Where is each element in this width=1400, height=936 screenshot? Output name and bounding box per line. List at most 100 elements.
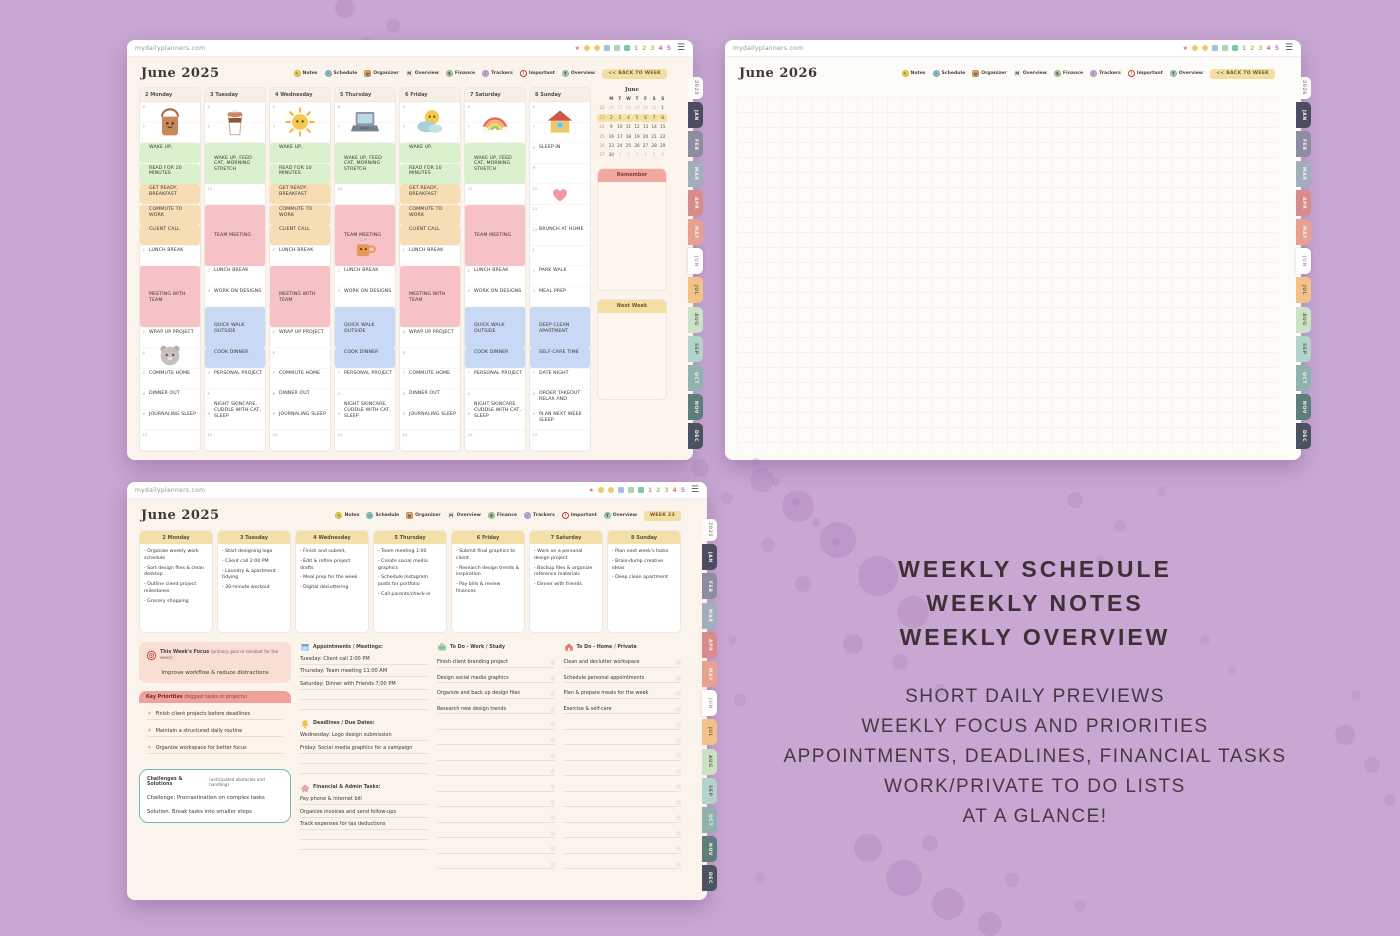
month-tab-mar[interactable]: MAR <box>688 160 703 187</box>
section-line[interactable]: Organize invoices and send follow-ups <box>300 805 428 818</box>
preview-card[interactable]: 3 Tuesday - Start designing logo - Client … <box>217 530 291 633</box>
day-header[interactable]: 6 Friday <box>400 88 460 102</box>
todo-checkbox[interactable] <box>549 691 555 696</box>
schedule-block[interactable]: PERSONAL PROJECT <box>474 370 523 376</box>
calendar-day[interactable]: 21 <box>651 133 657 139</box>
todo-checkbox[interactable] <box>549 846 555 851</box>
calendar-day[interactable]: 29 <box>660 143 666 149</box>
month-tab-jun[interactable]: JUN <box>688 248 703 275</box>
calendar-day[interactable]: 7 <box>649 113 659 123</box>
schedule-block[interactable]: DINNER OUT <box>409 391 440 397</box>
todo-row[interactable] <box>437 745 555 761</box>
schedule-block[interactable]: JOURNALING SLEEP <box>279 411 327 417</box>
preview-card[interactable]: 8 Sunday - Plan next week's tasks - Brain-… <box>607 530 681 633</box>
todo-row[interactable] <box>563 792 681 807</box>
schedule-block[interactable]: GET READY, BREAKFAST <box>140 184 200 205</box>
menu-icon[interactable]: ☰ <box>1284 42 1293 53</box>
calendar-day[interactable]: 13 <box>642 124 649 130</box>
nav-pill-important[interactable]: ! Important <box>519 70 555 77</box>
schedule-block[interactable]: NIGHT SKINCARE, CUDDLE WITH CAT, SLEEP <box>214 401 261 419</box>
month-tab-aug[interactable]: AUG <box>702 748 717 775</box>
calendar-day[interactable]: 1 <box>618 152 622 158</box>
year-tab[interactable]: 2025 <box>688 77 703 99</box>
browser-extension-icon[interactable] <box>623 45 630 51</box>
nav-pill-schedule[interactable]: ◷ Schedule <box>324 70 357 77</box>
section-empty-line[interactable] <box>300 754 428 764</box>
month-tab-jun[interactable]: JUN <box>702 690 717 717</box>
calendar-day[interactable]: 19 <box>634 133 640 139</box>
challenges-box[interactable]: Challenges & Solutions (anticipated obst… <box>139 769 291 823</box>
section-empty-line[interactable] <box>300 764 428 774</box>
preview-card[interactable]: 2 Monday - Organize weekly work schedule -… <box>139 530 213 633</box>
schedule-block[interactable]: COOK DINNER <box>205 348 265 369</box>
calendar-day[interactable]: 2 <box>607 113 616 123</box>
schedule-block[interactable]: NIGHT SKINCARE, CUDDLE WITH CAT, SLEEP <box>474 401 521 419</box>
schedule-block[interactable]: LUNCH BREAK <box>149 247 184 253</box>
month-tab-sep[interactable]: SEP <box>688 335 703 362</box>
schedule-block[interactable]: PLAN NEXT WEEK SLEEP <box>539 411 582 423</box>
schedule-block[interactable]: WAKE UP, <box>400 143 460 164</box>
schedule-block[interactable]: DEEP CLEAN APARTMENT <box>530 307 590 348</box>
calendar-day[interactable]: 28 <box>651 143 657 149</box>
section-line[interactable]: Tuesday: Client call 2:00 PM <box>300 652 428 665</box>
calendar-day[interactable]: 5 <box>632 113 642 123</box>
todo-checkbox[interactable] <box>676 691 681 696</box>
section-empty-line[interactable] <box>300 840 428 850</box>
schedule-block[interactable]: CLIENT CALL <box>400 225 460 246</box>
nav-pill-finance[interactable]: $ Finance <box>445 70 475 77</box>
todo-checkbox[interactable] <box>549 753 555 758</box>
calendar-day[interactable]: 1 <box>661 105 665 111</box>
schedule-block[interactable]: LUNCH BREAK <box>279 247 314 253</box>
todo-checkbox[interactable] <box>676 675 681 681</box>
schedule-block[interactable]: WAKE UP, FEED CAT, MORNING STRETCH <box>335 143 395 184</box>
url-text[interactable]: mydailyplanners.com <box>135 486 206 494</box>
schedule-block[interactable]: MEETING WITH TEAM <box>400 266 460 328</box>
todo-checkbox[interactable] <box>549 830 555 836</box>
schedule-block[interactable]: MEAL PREP <box>539 288 567 294</box>
browser-extension-icon[interactable] <box>1231 45 1238 51</box>
nav-pill-schedule[interactable]: ◷ Schedule <box>366 512 399 519</box>
schedule-block[interactable]: NIGHT SKINCARE, CUDDLE WITH CAT, SLEEP <box>344 401 391 419</box>
preview-card[interactable]: 4 Wednesday - Finish and submit, - Edit & … <box>295 530 369 633</box>
schedule-block[interactable]: WAKE UP, <box>140 143 200 164</box>
calendar-day[interactable]: 24 <box>617 143 623 149</box>
todo-checkbox[interactable] <box>676 846 681 851</box>
section-line[interactable]: Friday: Social media graphics for a camp… <box>300 741 428 754</box>
schedule-block[interactable]: COMMUTE TO WORK <box>400 204 460 225</box>
browser-extension-icon[interactable] <box>593 45 600 51</box>
schedule-block[interactable]: SELF-CARE TIME <box>530 348 590 369</box>
browser-bookmark-number[interactable]: 3 <box>664 486 669 494</box>
calendar-day[interactable]: 25 <box>625 143 632 149</box>
schedule-block[interactable]: READ FOR 10 MINUTES <box>140 163 200 184</box>
calendar-day[interactable]: 22 <box>660 133 666 139</box>
section-empty-line[interactable] <box>300 830 428 840</box>
preview-card[interactable]: 6 Friday - Submit final graphics to clien… <box>451 530 525 633</box>
browser-bookmark-number[interactable]: 4 <box>658 44 663 52</box>
browser-bookmark-number[interactable]: 4 <box>1266 44 1271 52</box>
todo-checkbox[interactable] <box>676 706 681 712</box>
schedule-block[interactable]: WRAP UP PROJECT <box>409 329 454 335</box>
todo-checkbox[interactable] <box>676 861 681 867</box>
schedule-block[interactable]: COMMUTE TO WORK <box>270 204 330 225</box>
nav-pill-notes[interactable]: ✎ Notes <box>335 512 359 519</box>
month-tab-dec[interactable]: DEC <box>688 423 703 450</box>
nav-pill-finance[interactable]: $ Finance <box>1053 70 1083 77</box>
key-priorities-box[interactable]: Key Priorities (biggest tasks or project… <box>139 691 291 760</box>
month-tab-oct[interactable]: OCT <box>688 364 703 391</box>
todo-row[interactable] <box>563 745 681 761</box>
month-tab-dec[interactable]: DEC <box>702 865 717 892</box>
browser-bookmark-number[interactable]: 2 <box>1250 44 1255 52</box>
todo-row[interactable]: Research new design trends <box>437 699 555 714</box>
month-tab-aug[interactable]: AUG <box>688 306 703 333</box>
year-tab[interactable]: 2026 <box>1296 77 1311 99</box>
section-line[interactable]: Pay phone & internet bill <box>300 793 428 805</box>
schedule-block[interactable]: COOK DINNER <box>465 348 525 369</box>
browser-bookmark-number[interactable]: 1 <box>647 486 653 494</box>
nav-pill-organizer[interactable]: ▦ Organizer <box>406 512 441 519</box>
month-tab-feb[interactable]: FEB <box>688 131 703 158</box>
browser-star-icon[interactable]: ★ <box>1182 44 1188 52</box>
todo-row[interactable] <box>563 854 681 869</box>
calendar-day[interactable]: 15 <box>660 124 666 130</box>
browser-star-icon[interactable]: ★ <box>588 486 594 494</box>
browser-extension-icon[interactable] <box>607 487 614 493</box>
